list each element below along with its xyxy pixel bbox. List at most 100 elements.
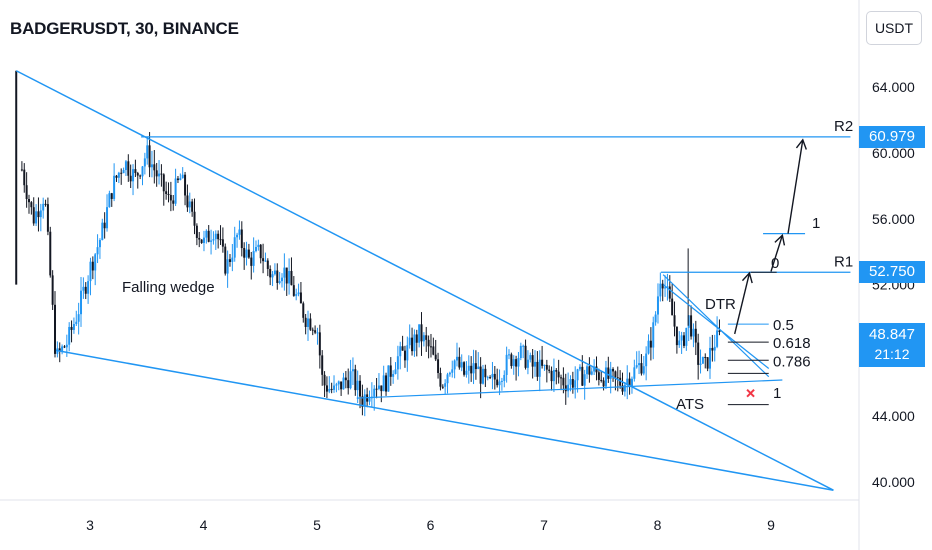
candle-body	[604, 367, 607, 387]
candle-body	[148, 145, 151, 168]
candle-body	[638, 363, 641, 366]
candle-body	[600, 379, 603, 381]
candle-body	[94, 254, 97, 271]
candle-body	[254, 247, 257, 252]
candle-body	[491, 373, 494, 378]
candle-body	[666, 286, 669, 288]
candle-body	[146, 145, 149, 159]
candle-body	[517, 357, 520, 367]
candle-body	[25, 185, 28, 200]
candle-body	[593, 366, 596, 372]
candle-body	[349, 371, 352, 389]
candle-body	[169, 194, 172, 201]
candle-body	[718, 330, 721, 332]
wedge-upper-line	[15, 70, 834, 491]
currency-button[interactable]: USDT	[866, 11, 922, 45]
candle-body	[58, 348, 61, 351]
candle-body	[706, 357, 709, 369]
candle-body	[278, 281, 281, 283]
arrow-to-fib-1-head	[774, 233, 786, 246]
time-tick-label: 8	[654, 517, 662, 533]
candle-body	[626, 378, 629, 385]
candle-body	[682, 335, 685, 346]
candle-body	[285, 267, 288, 284]
candle-body	[103, 222, 106, 229]
candle-body	[548, 369, 551, 371]
candle-body	[664, 287, 667, 289]
candle-body	[441, 386, 444, 388]
candle-body	[328, 388, 331, 392]
candle-body	[186, 195, 189, 208]
candle-body	[167, 193, 170, 195]
candle-body	[635, 365, 638, 368]
candle-body	[233, 237, 236, 258]
falling-wedge-label: Falling wedge	[122, 279, 215, 296]
candle-body	[446, 374, 449, 384]
candle-body	[54, 304, 57, 354]
candle-body	[555, 369, 558, 372]
candle-body	[444, 383, 447, 387]
candle-body	[108, 193, 111, 208]
candle-body	[290, 270, 293, 286]
candle-body	[155, 170, 158, 177]
candle-body	[668, 286, 671, 299]
candle-body	[321, 355, 324, 375]
candle-body	[586, 366, 589, 375]
candle-body	[498, 381, 501, 386]
candle-body	[609, 368, 612, 379]
candle-body	[314, 330, 317, 333]
candle-body	[221, 239, 224, 247]
candle-body	[406, 345, 409, 361]
candle-body	[500, 380, 503, 382]
candle-body	[578, 366, 581, 370]
candle-body	[437, 359, 440, 373]
candle-body	[621, 385, 624, 392]
candle-body	[623, 384, 626, 392]
candle-body	[458, 356, 461, 368]
candle-body	[642, 366, 645, 374]
candle-body	[217, 233, 220, 240]
candle-body	[245, 249, 248, 258]
candle-body	[101, 222, 104, 241]
candle-body	[479, 366, 482, 384]
level-name-r2: R2	[834, 118, 853, 135]
candle-body	[342, 377, 345, 390]
candle-body	[82, 286, 85, 291]
candle-body	[231, 257, 234, 262]
wedge-lower-line	[55, 349, 834, 491]
candle-body	[704, 357, 707, 359]
candle-body	[557, 371, 560, 378]
candle-body	[337, 381, 340, 385]
candle-body	[661, 283, 664, 289]
price-tick-label: 40.000	[872, 474, 915, 490]
candle-body	[84, 286, 87, 294]
candle-body	[460, 362, 463, 368]
current-price-tag: 48.847 21:12	[859, 323, 925, 368]
candle-body	[207, 230, 210, 242]
candle-body	[694, 328, 697, 343]
candle-body	[297, 292, 300, 295]
candle-body	[160, 173, 163, 175]
candle-body	[72, 324, 75, 330]
candle-body	[699, 363, 702, 365]
candle-body	[63, 346, 66, 348]
candle-body	[129, 175, 132, 182]
candle-body	[633, 367, 636, 379]
candle-body	[515, 359, 518, 367]
candle-body	[687, 315, 690, 328]
candle-body	[122, 170, 125, 174]
candle-body	[484, 368, 487, 378]
candle-body	[671, 298, 674, 316]
candle-body	[304, 317, 307, 327]
candle-body	[35, 211, 38, 224]
candle-body	[607, 367, 610, 379]
arrow-to-r2	[787, 139, 804, 234]
time-tick-label: 3	[86, 517, 94, 533]
candle-body	[243, 248, 246, 258]
candle-body	[612, 368, 615, 372]
candle-body	[708, 347, 711, 369]
candle-body	[496, 379, 499, 386]
candle-body	[427, 339, 430, 347]
candle-body	[583, 374, 586, 386]
